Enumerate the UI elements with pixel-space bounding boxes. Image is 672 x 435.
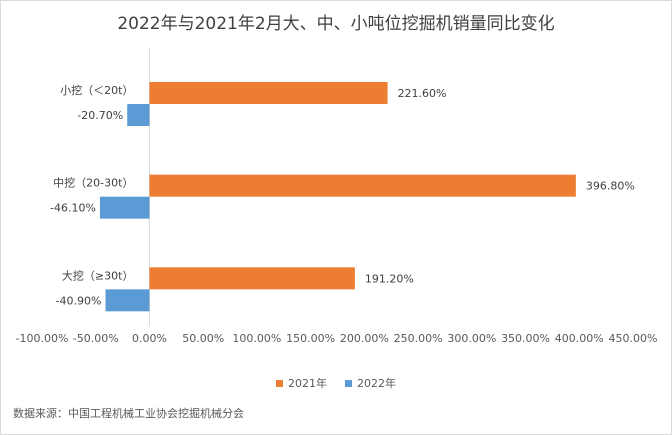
bar-2022 (105, 289, 150, 312)
data-label-2021: 191.20% (365, 272, 414, 285)
bar-2021 (149, 174, 576, 197)
x-tick-label: 250.00% (394, 332, 443, 345)
bar-2022 (99, 196, 150, 219)
data-label-2022: -40.90% (56, 294, 102, 307)
bar-2022 (127, 104, 150, 126)
legend-item-2022: 2022年 (345, 375, 396, 391)
bar-2021 (149, 267, 355, 290)
x-tick-label: 50.00% (182, 332, 224, 345)
x-tick-label: 100.00% (232, 332, 281, 345)
x-tick-label: 450.00% (609, 332, 658, 345)
legend-label-2022: 2022年 (357, 377, 396, 390)
x-tick-label: -100.00% (16, 332, 69, 345)
data-label-2022: -20.70% (77, 109, 123, 122)
chart-legend: 2021年 2022年 (1, 375, 671, 391)
legend-item-2021: 2021年 (276, 375, 327, 391)
chart-title: 2022年与2021年2月大、中、小吨位挖掘机销量同比变化 (117, 14, 555, 34)
source-note: 数据来源：中国工程机械工业协会挖掘机械分会 (13, 407, 244, 420)
data-label-2022: -46.10% (50, 202, 96, 215)
category-label: 小挖（＜20t） (60, 83, 133, 97)
x-tick-label: -50.00% (73, 332, 119, 345)
x-tick-label: 350.00% (501, 332, 550, 345)
x-tick-label: 0.00% (132, 332, 167, 345)
bar-2021 (149, 82, 388, 104)
category-label: 大挖（≥30t） (62, 268, 134, 282)
x-tick-label: 200.00% (340, 332, 389, 345)
data-label-2021: 396.80% (586, 180, 635, 193)
data-label-2021: 221.60% (398, 87, 447, 100)
legend-label-2021: 2021年 (288, 377, 327, 390)
x-tick-label: 300.00% (447, 332, 496, 345)
legend-swatch-2021 (276, 379, 283, 387)
category-label: 中挖（20-30t） (53, 176, 133, 190)
x-tick-label: 400.00% (555, 332, 604, 345)
legend-swatch-2022 (345, 379, 352, 387)
x-tick-label: 150.00% (286, 332, 335, 345)
